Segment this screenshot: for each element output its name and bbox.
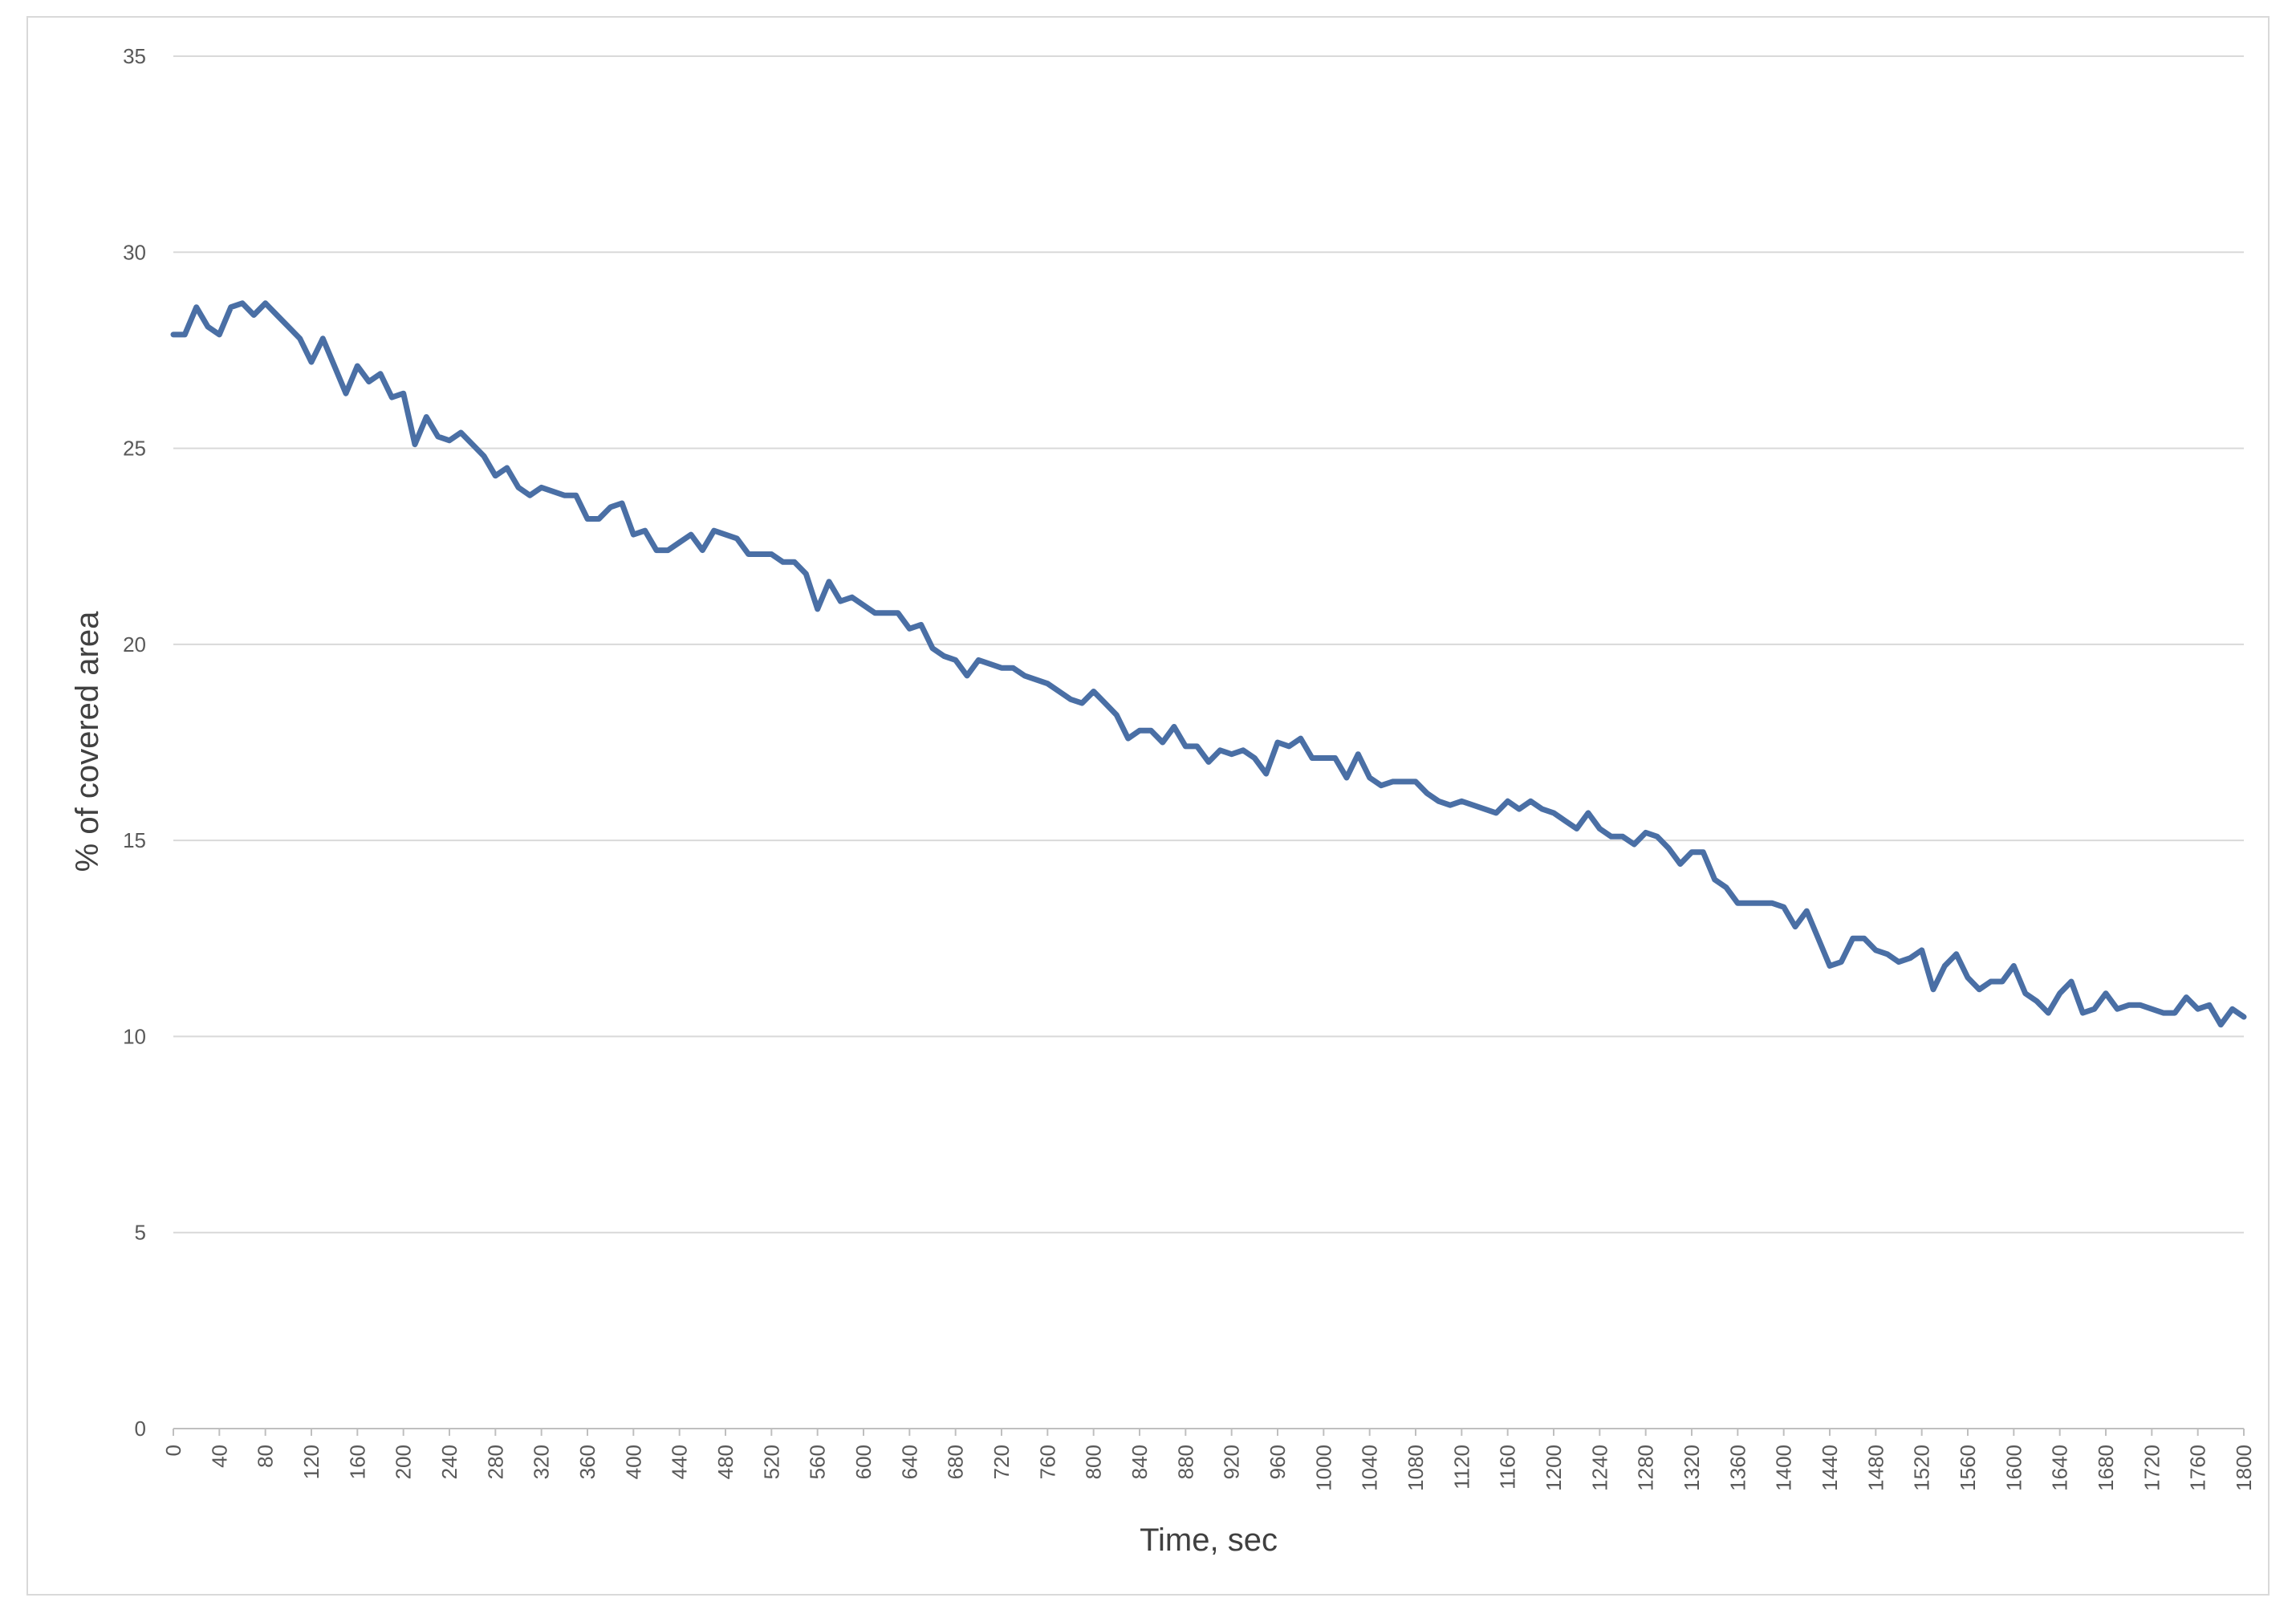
gridlines	[173, 55, 2244, 1429]
y-tick-label: 30	[123, 240, 146, 264]
x-tick-label: 400	[621, 1445, 645, 1479]
x-tick-label: 680	[944, 1445, 968, 1479]
x-tick-label: 1080	[1404, 1445, 1428, 1491]
y-tick-label: 25	[123, 437, 146, 461]
x-tick-label: 360	[575, 1445, 599, 1479]
x-tick-label: 1240	[1587, 1445, 1611, 1491]
x-tick-label: 1440	[1818, 1445, 1842, 1491]
x-tick-label: 1360	[1725, 1445, 1749, 1491]
x-tick-label: 1160	[1496, 1445, 1520, 1490]
y-tick-label: 35	[123, 44, 146, 68]
x-tick-label: 1720	[2140, 1445, 2164, 1491]
x-tick-label: 440	[668, 1445, 692, 1479]
x-tick-label: 480	[713, 1445, 738, 1479]
x-tick-label: 1600	[2001, 1445, 2026, 1491]
x-axis-ticks: 0 40 80 120 160 200 240 280 320 360 400 440 480 520 56…	[161, 1429, 2256, 1491]
x-tick-label: 920	[1220, 1445, 1244, 1479]
series-layer	[170, 300, 2247, 1028]
x-tick-label: 1200	[1542, 1445, 1566, 1491]
x-tick-label: 1480	[1863, 1445, 1888, 1491]
x-tick-label: 280	[483, 1445, 507, 1479]
x-tick-label: 1760	[2186, 1445, 2210, 1491]
x-tick-label: 640	[897, 1445, 921, 1479]
x-tick-label: 1280	[1634, 1445, 1658, 1491]
x-tick-label: 240	[437, 1445, 461, 1479]
x-tick-label: 320	[530, 1445, 554, 1479]
x-tick-label: 520	[759, 1445, 783, 1479]
x-tick-label: 1040	[1358, 1445, 1382, 1491]
y-tick-label: 5	[135, 1221, 146, 1245]
x-tick-label: 840	[1128, 1445, 1152, 1479]
x-tick-label: 960	[1266, 1445, 1290, 1479]
x-tick-label: 800	[1082, 1445, 1106, 1479]
y-tick-label: 15	[123, 828, 146, 852]
x-tick-label: 760	[1035, 1445, 1059, 1479]
y-axis-ticks: 0 5 10 15 20 25 30 35	[123, 44, 146, 1441]
x-tick-label: 160	[345, 1445, 369, 1479]
x-tick-label: 0	[161, 1445, 185, 1456]
x-tick-label: 1520	[1910, 1445, 1934, 1491]
x-tick-label: 1000	[1311, 1445, 1335, 1491]
x-tick-label: 80	[254, 1445, 278, 1468]
x-tick-label: 600	[851, 1445, 876, 1479]
x-tick-label: 720	[990, 1445, 1014, 1479]
x-tick-label: 1320	[1680, 1445, 1704, 1491]
x-tick-label: 1120	[1449, 1445, 1473, 1490]
x-tick-label: 1800	[2232, 1445, 2256, 1491]
x-tick-label: 880	[1173, 1445, 1197, 1479]
series-line-0	[170, 300, 2247, 1028]
x-tick-label: 40	[207, 1445, 231, 1468]
x-tick-label: 1400	[1772, 1445, 1796, 1491]
x-tick-label: 1680	[2094, 1445, 2118, 1491]
y-tick-label: 0	[135, 1417, 146, 1441]
x-tick-label: 1640	[2048, 1445, 2072, 1491]
x-axis-title: Time, sec	[1140, 1522, 1278, 1558]
y-axis-title: % of covered area	[70, 611, 105, 872]
x-tick-label: 560	[806, 1445, 830, 1479]
chart-frame	[26, 16, 2270, 1596]
x-tick-label: 120	[299, 1445, 323, 1479]
x-tick-label: 1560	[1956, 1445, 1980, 1491]
x-tick-label: 200	[392, 1445, 416, 1479]
y-tick-label: 10	[123, 1024, 146, 1048]
y-tick-label: 20	[123, 632, 146, 657]
